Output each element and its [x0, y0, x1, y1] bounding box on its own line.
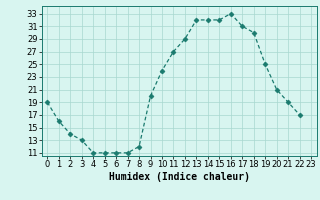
- X-axis label: Humidex (Indice chaleur): Humidex (Indice chaleur): [109, 172, 250, 182]
